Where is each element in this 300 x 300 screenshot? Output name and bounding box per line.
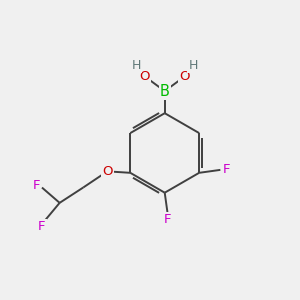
Text: H: H [188,59,198,72]
Text: O: O [179,70,190,83]
Text: H: H [132,59,141,72]
Text: F: F [223,164,230,176]
Text: F: F [38,220,46,233]
Text: F: F [164,213,171,226]
Text: O: O [102,165,112,178]
Text: B: B [160,84,170,99]
Text: F: F [33,179,40,192]
Text: O: O [140,70,150,83]
